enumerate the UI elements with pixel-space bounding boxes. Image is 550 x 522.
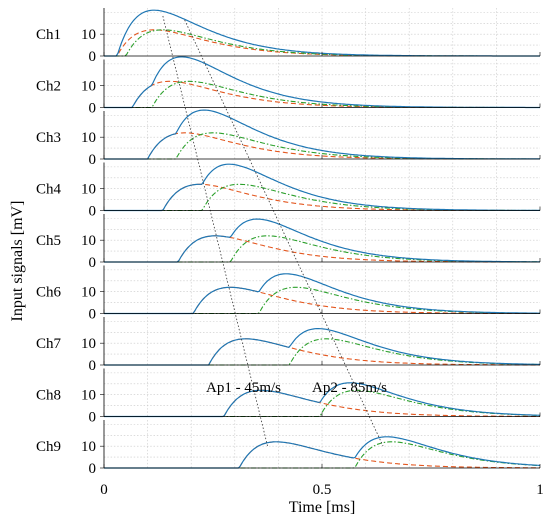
y-tick-label: 10 bbox=[81, 388, 96, 404]
channel-label: Ch8 bbox=[36, 388, 61, 404]
series-line-dashdot bbox=[104, 132, 540, 160]
curve-layer bbox=[104, 9, 541, 469]
y-tick-label: 0 bbox=[89, 461, 97, 477]
y-tick-label: 10 bbox=[81, 182, 96, 198]
channel-label: Ch4 bbox=[36, 182, 62, 198]
y-tick-label: 10 bbox=[81, 233, 96, 249]
channel-label: Ch9 bbox=[36, 439, 61, 455]
x-tick-label: 0.5 bbox=[313, 482, 332, 498]
y-tick-label: 0 bbox=[89, 358, 97, 374]
x-tick-label: 0 bbox=[100, 482, 108, 498]
y-tick-label: 0 bbox=[89, 255, 97, 271]
series-line-dashdot bbox=[104, 338, 540, 366]
propagation-line-ap2 bbox=[184, 19, 384, 447]
y-tick-label: 10 bbox=[81, 130, 96, 146]
grid-layer bbox=[104, 8, 540, 468]
y-tick-label: 10 bbox=[81, 27, 96, 43]
annotation-ap2: Ap2 - 85m/s bbox=[312, 380, 387, 396]
channel-label: Ch7 bbox=[36, 336, 62, 352]
channel-label: Ch3 bbox=[36, 130, 61, 146]
y-tick-label: 0 bbox=[89, 307, 97, 323]
channel-label: Ch2 bbox=[36, 79, 61, 95]
channel-label: Ch5 bbox=[36, 233, 61, 249]
y-tick-label: 0 bbox=[89, 204, 97, 220]
frame-layer bbox=[100, 8, 541, 469]
channel-label: Ch1 bbox=[36, 27, 61, 43]
y-tick-label: 10 bbox=[81, 79, 96, 95]
y-tick-label: 0 bbox=[89, 49, 97, 65]
y-tick-label: 10 bbox=[81, 336, 96, 352]
y-axis-label: Input signals [mV] bbox=[9, 201, 26, 322]
x-axis-label: Time [ms] bbox=[289, 499, 356, 516]
y-tick-label: 10 bbox=[81, 285, 96, 301]
x-tick-label: 1 bbox=[536, 482, 544, 498]
series-line-solid bbox=[104, 9, 540, 57]
text-layer: Input signals [mV] Time [ms] 0 0.5 1 Ap1… bbox=[9, 27, 544, 516]
y-tick-label: 10 bbox=[81, 439, 96, 455]
y-tick-label: 0 bbox=[89, 410, 97, 426]
y-tick-label: 0 bbox=[89, 101, 97, 117]
channel-label: Ch6 bbox=[36, 285, 62, 301]
series-line-solid bbox=[104, 163, 540, 212]
propagation-line-ap1 bbox=[162, 15, 268, 447]
y-tick-label: 0 bbox=[89, 152, 97, 168]
annotation-ap1: Ap1 - 45m/s bbox=[206, 380, 281, 396]
